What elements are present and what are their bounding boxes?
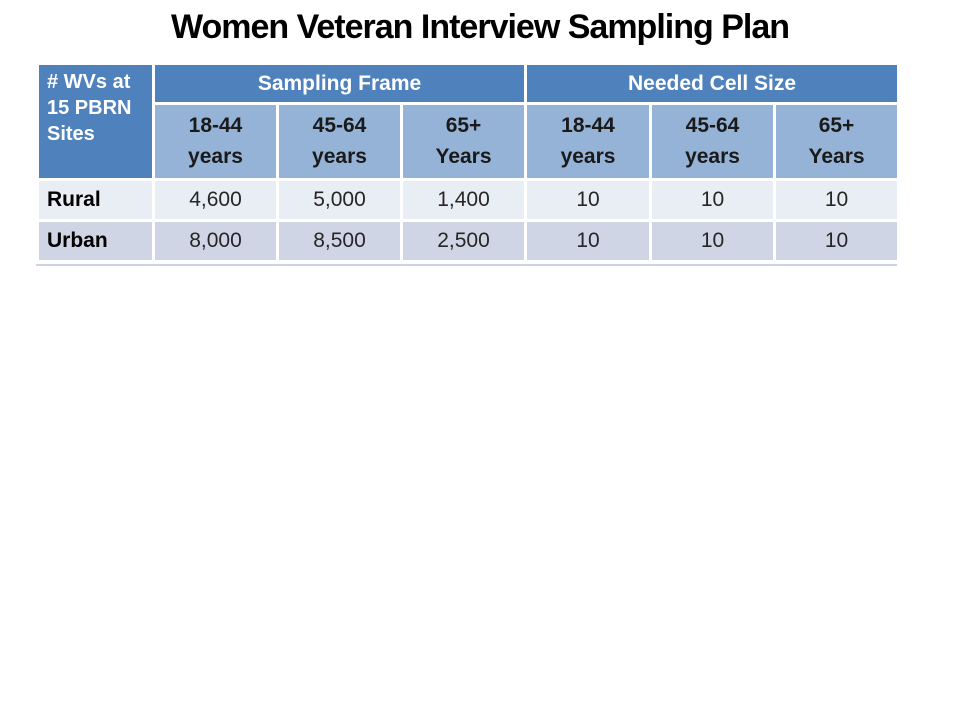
- data-cell: 10: [773, 219, 901, 263]
- group-header-row: # WVs at 15 PBRN Sites Sampling Frame Ne…: [36, 62, 901, 181]
- age-unit: Years: [435, 144, 492, 168]
- age-range: 18-44: [188, 114, 243, 138]
- corner-header: # WVs at 15 PBRN Sites: [36, 62, 155, 181]
- age-header: 18-44 years: [152, 102, 279, 181]
- age-range: 45-64: [312, 114, 367, 138]
- age-header: 45-64 years: [276, 102, 403, 181]
- data-cell: 10: [773, 178, 901, 222]
- age-header-row: 18-44 years 45-64 years 65+ Years 18-44 …: [38, 102, 901, 181]
- table-bottom-border: [36, 264, 897, 266]
- age-unit: Years: [808, 144, 865, 168]
- age-unit: years: [560, 144, 616, 168]
- age-header: 65+ Years: [399, 102, 528, 181]
- row-label-urban: Urban: [36, 219, 155, 263]
- data-cell: 5,000: [276, 178, 403, 222]
- table-row-rural: Rural 4,600 5,000 1,400 10 10 10: [36, 178, 901, 222]
- age-unit: years: [188, 144, 243, 168]
- age-unit: years: [685, 144, 740, 168]
- age-unit: years: [312, 144, 367, 168]
- data-cell: 4,600: [152, 178, 279, 222]
- age-header: 18-44 years: [524, 102, 653, 181]
- data-cell: 1,400: [399, 178, 528, 222]
- slide-title: Women Veteran Interview Sampling Plan: [171, 8, 790, 46]
- age-range: 18-44: [561, 114, 615, 138]
- group-header-needed-cell-size: Needed Cell Size: [524, 62, 901, 105]
- group-header-sampling-frame: Sampling Frame: [151, 62, 528, 105]
- row-label-rural: Rural: [36, 178, 155, 222]
- data-cell: 10: [649, 178, 777, 222]
- age-range: 45-64: [685, 114, 740, 138]
- data-cell: 10: [524, 219, 653, 263]
- age-range: 65+: [445, 114, 482, 138]
- age-range: 65+: [818, 114, 855, 138]
- data-cell: 8,000: [152, 219, 279, 263]
- age-header: 45-64 years: [649, 102, 777, 181]
- age-header: 65+ Years: [773, 102, 901, 181]
- data-cell: 8,500: [276, 219, 403, 263]
- sampling-plan-table: # WVs at 15 PBRN Sites Sampling Frame Ne…: [36, 62, 901, 263]
- data-cell: 10: [649, 219, 777, 263]
- data-cell: 2,500: [399, 219, 528, 263]
- data-cell: 10: [524, 178, 653, 222]
- table-row-urban: Urban 8,000 8,500 2,500 10 10 10: [36, 219, 901, 263]
